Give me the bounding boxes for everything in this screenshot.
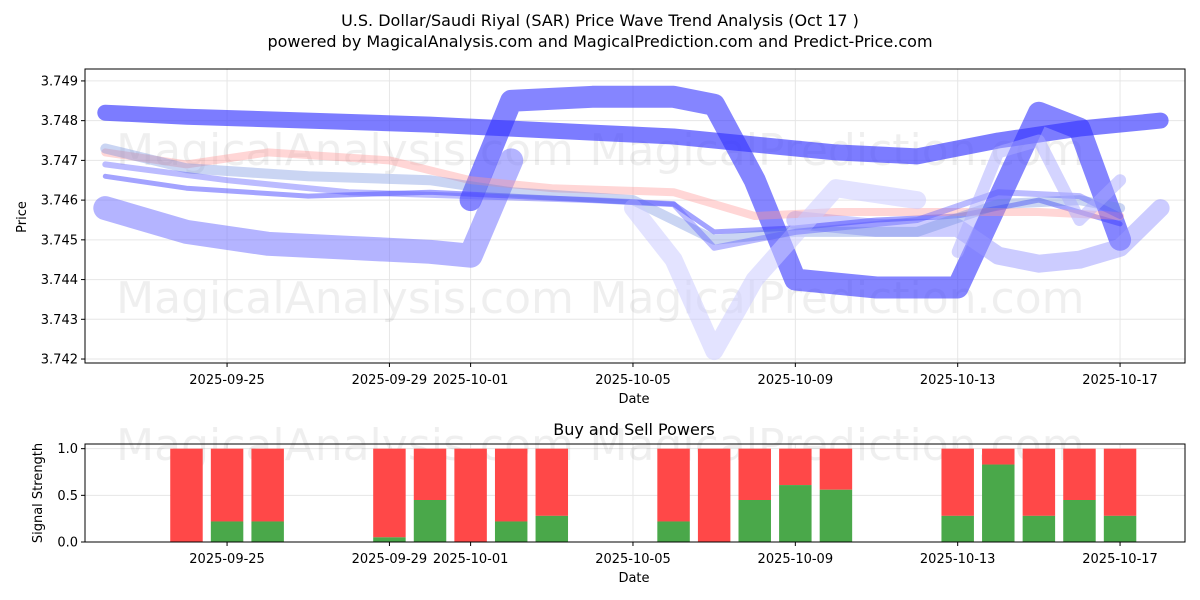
top-y-tick-label: 3.743 [41, 313, 78, 328]
bottom-x-tick-label: 2025-10-05 [595, 552, 671, 567]
top-plot-frame [84, 68, 1186, 364]
sell-bar [454, 448, 487, 542]
sell-bar [697, 448, 731, 542]
sell-bar [170, 448, 203, 542]
price-wave-chart: MagicalAnalysis.com MagicalPrediction.com… [41, 68, 1186, 388]
top-watermark: MagicalAnalysis.com [116, 273, 574, 324]
bottom-x-tick-label: 2025-09-25 [189, 552, 265, 567]
buy-bar [251, 521, 284, 542]
bottom-chart-title: Buy and Sell Powers [553, 420, 715, 439]
chart-subtitle: powered by MagicalAnalysis.com and Magic… [267, 32, 932, 51]
bottom-y-axis-label: Signal Strength [31, 443, 46, 543]
bottom-y-tick-label: 0.5 [57, 489, 78, 504]
buy-bar [657, 521, 690, 542]
top-y-tick-label: 3.742 [41, 353, 78, 368]
chart-title: U.S. Dollar/Saudi Riyal (SAR) Price Wave… [341, 11, 859, 30]
top-y-axis-label: Price [15, 201, 30, 233]
sell-bar [373, 448, 406, 538]
series-line-wave-10 [951, 134, 1127, 258]
sell-bar [941, 448, 974, 516]
series-line-wave-9 [102, 161, 1124, 251]
top-y-tick-label: 3.744 [41, 273, 78, 288]
sell-bar [779, 448, 812, 486]
top-x-axis-label: Date [618, 392, 649, 407]
bottom-x-tick-label: 2025-10-01 [433, 552, 509, 567]
top-x-tick-label: 2025-10-09 [758, 373, 834, 388]
top-y-tick-label: 3.747 [41, 154, 78, 169]
sell-bar [251, 448, 284, 522]
sell-bar [1063, 448, 1096, 500]
bottom-x-tick-label: 2025-10-17 [1082, 552, 1158, 567]
series-line-wave-8 [624, 179, 927, 361]
bottom-x-tick-label: 2025-09-29 [352, 552, 428, 567]
series-line-wave-5 [102, 173, 1123, 235]
buy-bar [535, 515, 569, 542]
buy-bar [1022, 515, 1056, 542]
sell-bar [210, 448, 244, 522]
buy-bar [1063, 500, 1096, 542]
buy-bar [494, 521, 528, 542]
buy-sell-powers-chart: MagicalAnalysis.com MagicalPrediction.com… [57, 420, 1186, 567]
bottom-y-tick-label: 1.0 [57, 442, 78, 457]
sell-bar [982, 448, 1015, 465]
sell-bar [1022, 448, 1056, 516]
top-x-tick-label: 2025-09-25 [189, 373, 265, 388]
top-x-tick-label: 2025-10-01 [433, 373, 509, 388]
buy-bar [1103, 515, 1137, 542]
bottom-x-tick-label: 2025-10-13 [920, 552, 996, 567]
bottom-x-axis-label: Date [618, 571, 649, 586]
sell-bar [657, 448, 690, 522]
series-line-wave-2 [459, 85, 1132, 299]
top-series-group [93, 85, 1170, 361]
buy-bar [941, 515, 974, 542]
bottom-x-tick-label: 2025-10-09 [758, 552, 834, 567]
bottom-y-tick-label: 0.0 [57, 536, 78, 551]
top-y-tick-label: 3.745 [41, 233, 78, 248]
top-x-tick-label: 2025-10-13 [920, 373, 996, 388]
series-line-wave-1 [97, 104, 1169, 165]
buy-bar [373, 537, 406, 542]
sell-bar [535, 448, 569, 516]
buy-bar [982, 464, 1015, 542]
buy-bar [210, 521, 244, 542]
series-line-wave-4 [786, 199, 1170, 273]
top-y-tick-label: 3.748 [41, 114, 78, 129]
series-line-wave-3 [93, 148, 524, 268]
bottom-plot-frame [84, 443, 1186, 543]
top-x-tick-label: 2025-09-29 [352, 373, 428, 388]
top-x-tick-label: 2025-10-17 [1082, 373, 1158, 388]
sell-bar [1103, 448, 1137, 516]
sell-bar [738, 448, 771, 500]
series-line-wave-7 [100, 143, 1126, 245]
sell-bar [819, 448, 853, 490]
buy-bar [413, 500, 447, 542]
sell-bar [413, 448, 447, 500]
top-x-tick-label: 2025-10-05 [595, 373, 671, 388]
top-y-tick-label: 3.746 [41, 194, 78, 209]
buy-bar [779, 485, 812, 542]
sell-bar [494, 448, 528, 522]
buy-bar [738, 500, 771, 542]
buy-bar [819, 489, 853, 542]
top-y-tick-label: 3.749 [41, 74, 78, 89]
